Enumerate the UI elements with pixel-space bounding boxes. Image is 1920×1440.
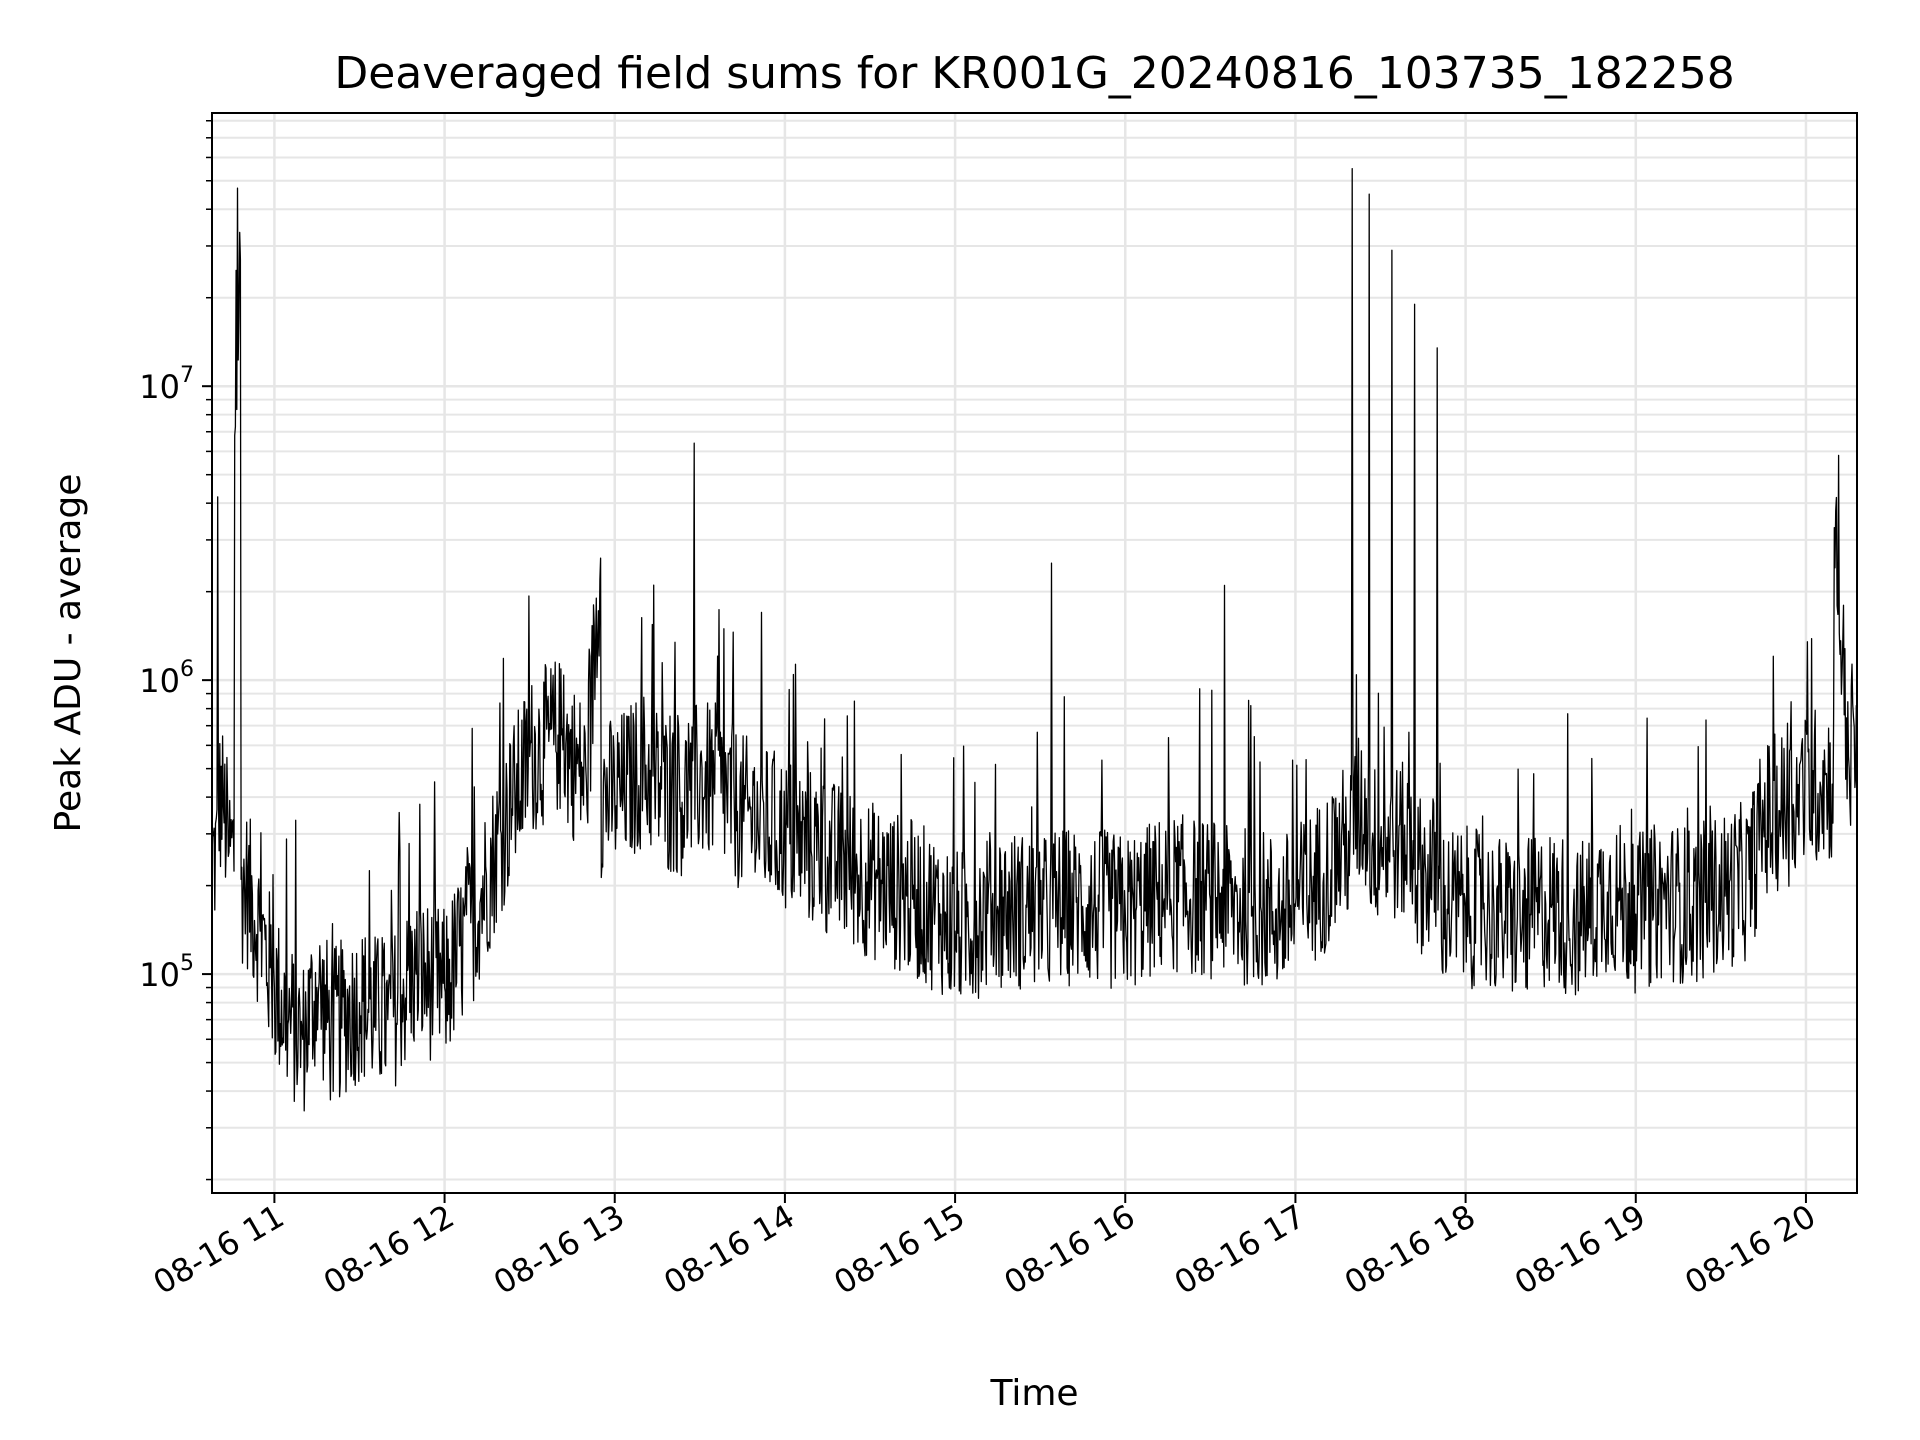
x-axis-label: Time — [989, 1373, 1078, 1414]
y-tick-label: 106 — [139, 657, 194, 700]
series-line — [211, 167, 1858, 1112]
y-axis-ticks: 105 106 107 — [139, 119, 212, 1181]
x-tick-label: 08-16 19 — [1508, 1197, 1652, 1302]
x-tick-label: 08-16 12 — [317, 1197, 461, 1302]
y-tick-label: 105 — [139, 951, 194, 994]
x-tick-label: 08-16 14 — [657, 1197, 801, 1302]
x-tick-label: 08-16 17 — [1168, 1197, 1312, 1302]
x-tick-label: 08-16 15 — [827, 1197, 971, 1302]
y-axis-label: Peak ADU - average — [48, 474, 89, 833]
plot-frame — [211, 112, 1858, 1194]
x-tick-label: 08-16 13 — [487, 1197, 631, 1302]
minor-gridlines — [212, 119, 1857, 1181]
x-tick-label: 08-16 11 — [147, 1197, 291, 1302]
x-axis-ticks: 08-16 11 08-16 12 08-16 13 08-16 14 08-16 15… — [147, 1193, 1822, 1302]
chart-title: Deaveraged field sums for KR001G_2024081… — [334, 48, 1734, 99]
x-tick-label: 08-16 16 — [998, 1197, 1142, 1302]
x-tick-label: 08-16 18 — [1338, 1197, 1482, 1302]
major-gridlines — [212, 113, 1857, 1193]
series-layer — [211, 167, 1858, 1112]
y-tick-label: 107 — [139, 363, 194, 406]
x-tick-label: 08-16 20 — [1678, 1197, 1822, 1302]
